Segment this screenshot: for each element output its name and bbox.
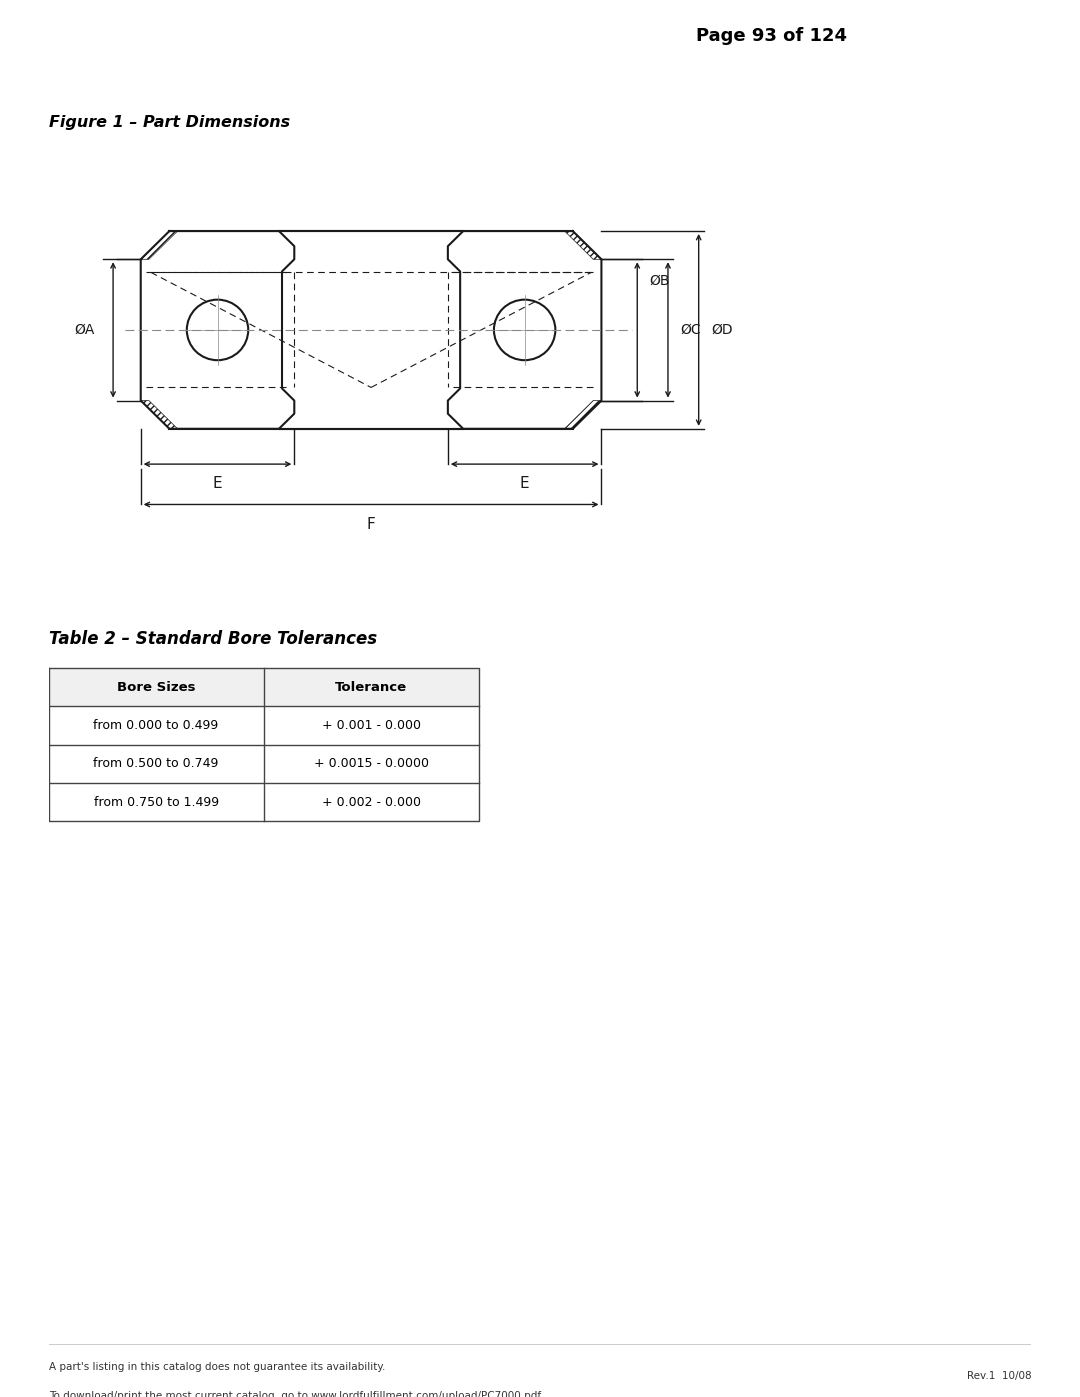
Text: from 0.750 to 1.499: from 0.750 to 1.499 [94,796,218,809]
Text: ØA: ØA [75,323,95,337]
Text: from 0.000 to 0.499: from 0.000 to 0.499 [94,719,219,732]
Text: + 0.0015 - 0.0000: + 0.0015 - 0.0000 [313,757,429,770]
Text: + 0.001 - 0.000: + 0.001 - 0.000 [322,719,420,732]
Text: F: F [367,517,376,532]
Text: E: E [519,476,529,492]
Text: Table 2 – Standard Bore Tolerances: Table 2 – Standard Bore Tolerances [49,630,377,648]
Bar [49,668,478,707]
Text: ØD: ØD [711,323,732,337]
Text: DYNAFLEX ELASTOMERIC FLEXIBLE COUPLINGS: DYNAFLEX ELASTOMERIC FLEXIBLE COUPLINGS [18,24,646,49]
Text: A part's listing in this catalog does not guarantee its availability.: A part's listing in this catalog does no… [49,1362,384,1372]
Text: ØC: ØC [680,323,701,337]
Text: + 0.002 - 0.000: + 0.002 - 0.000 [322,796,420,809]
Text: To download/print the most current catalog, go to www.lordfulfillment.com/upload: To download/print the most current catal… [49,1390,543,1397]
Text: ØB: ØB [649,274,670,288]
Text: Rev.1  10/08: Rev.1 10/08 [967,1370,1031,1380]
Text: Page 93 of 124: Page 93 of 124 [697,28,848,45]
Text: E: E [213,476,222,492]
Text: Bore Sizes: Bore Sizes [117,680,195,693]
Text: from 0.500 to 0.749: from 0.500 to 0.749 [93,757,219,770]
Text: Figure 1 – Part Dimensions: Figure 1 – Part Dimensions [49,115,289,130]
Text: Tolerance: Tolerance [335,680,407,693]
